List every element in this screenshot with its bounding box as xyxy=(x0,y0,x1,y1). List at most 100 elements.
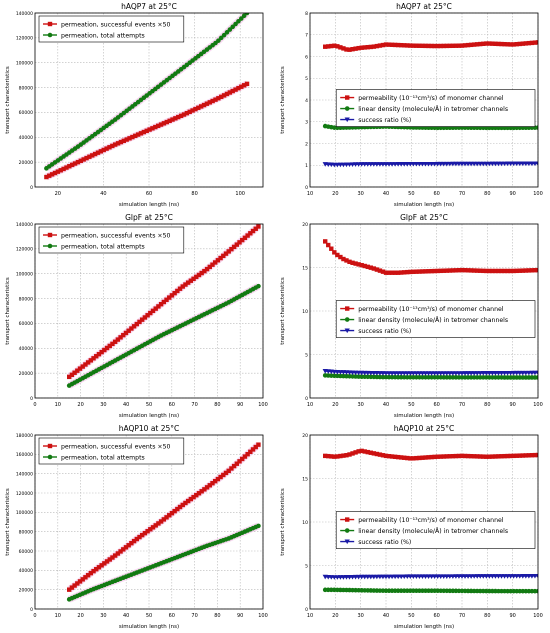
data-point xyxy=(61,166,66,172)
data-point xyxy=(107,557,112,562)
x-tick-label: 80 xyxy=(484,191,490,197)
data-point xyxy=(49,172,55,177)
legend-box xyxy=(335,89,536,127)
data-point xyxy=(167,118,172,124)
data-point xyxy=(365,264,370,270)
data-point xyxy=(123,545,129,550)
y-axis-label: transport characteristics xyxy=(280,66,286,134)
data-point xyxy=(237,459,242,464)
data-point xyxy=(426,269,431,274)
data-point xyxy=(127,136,132,141)
data-point xyxy=(164,515,169,520)
y-tick-label: 20 xyxy=(302,433,308,439)
data-point xyxy=(335,252,340,258)
data-point xyxy=(72,370,77,375)
data-point xyxy=(529,268,535,273)
x-tick-label: 90 xyxy=(509,613,515,619)
data-point xyxy=(69,585,75,590)
data-point xyxy=(508,453,513,459)
data-point xyxy=(532,452,538,458)
data-point xyxy=(242,235,248,241)
data-point xyxy=(250,228,256,234)
legend-marker xyxy=(345,517,350,522)
data-point xyxy=(223,251,229,256)
legend-label: permeation, total attempts xyxy=(61,243,145,250)
data-point xyxy=(380,269,386,274)
data-point xyxy=(121,332,126,338)
data-point xyxy=(432,268,437,274)
data-point xyxy=(481,41,486,46)
data-point xyxy=(204,266,210,272)
data-point xyxy=(392,454,398,460)
x-tick-label: 40 xyxy=(123,613,129,619)
legend-marker xyxy=(344,106,350,111)
x-tick-label: 70 xyxy=(459,191,465,197)
x-tick-label: 90 xyxy=(237,402,243,408)
data-point xyxy=(92,151,98,157)
data-point xyxy=(112,339,118,344)
y-axis-label: transport characteristics xyxy=(5,277,11,345)
x-tick-label: 40 xyxy=(100,191,106,197)
data-point xyxy=(435,268,440,274)
data-point xyxy=(156,521,161,526)
data-point xyxy=(183,282,188,287)
data-point xyxy=(371,44,377,49)
data-point xyxy=(88,358,94,363)
data-point xyxy=(216,38,221,43)
x-tick-label: 60 xyxy=(169,613,175,619)
data-point xyxy=(475,42,480,47)
data-point xyxy=(231,463,237,469)
data-point xyxy=(323,44,328,49)
data-point xyxy=(245,233,250,238)
data-point xyxy=(153,124,158,130)
chart-panel-3: GlpF at 25°C 0 10 20 30 40 50 60 70 80 90 100 0 20000… xyxy=(5,213,268,419)
data-point xyxy=(420,455,425,460)
data-point xyxy=(227,90,233,95)
data-point xyxy=(164,119,169,125)
x-tick-label: 10 xyxy=(307,613,313,619)
data-point xyxy=(535,40,538,45)
data-point xyxy=(83,362,88,367)
data-point xyxy=(356,262,361,267)
data-point xyxy=(110,143,115,149)
x-tick-label: 100 xyxy=(533,613,543,619)
data-point xyxy=(121,547,126,552)
data-point xyxy=(94,354,99,359)
y-tick-label: 3 xyxy=(305,120,308,126)
data-point xyxy=(490,268,495,274)
chart-title: hAQP7 at 25°C xyxy=(121,2,177,11)
data-point xyxy=(161,299,167,305)
data-point xyxy=(110,341,115,347)
y-tick-label: 100000 xyxy=(16,272,33,278)
chart-panel-5: hAQP10 at 25°C 0 10 20 30 40 50 60 70 80 90 100 0 200… xyxy=(5,424,268,630)
data-point xyxy=(535,267,538,273)
data-point xyxy=(386,42,392,47)
data-point xyxy=(218,35,224,41)
data-point xyxy=(134,321,139,327)
legend-label: permeation, total attempts xyxy=(61,32,145,39)
data-point xyxy=(230,24,236,30)
data-point xyxy=(532,268,538,273)
data-point xyxy=(69,162,75,168)
data-point xyxy=(456,43,462,48)
data-point xyxy=(75,581,80,586)
data-point xyxy=(145,313,150,318)
data-point xyxy=(194,492,199,498)
data-point xyxy=(72,583,77,588)
x-tick-label: 40 xyxy=(123,402,129,408)
x-tick-label: 50 xyxy=(408,191,414,197)
data-point xyxy=(91,568,96,574)
data-point xyxy=(112,142,118,147)
series-markers xyxy=(323,40,538,52)
data-point xyxy=(129,540,134,546)
data-point xyxy=(365,449,370,455)
y-tick-label: 0 xyxy=(305,185,308,191)
data-point xyxy=(244,81,250,87)
legend-label: success ratio (%) xyxy=(358,117,411,124)
plot-area xyxy=(44,13,250,181)
legend-label: permeation, total attempts xyxy=(61,454,145,461)
data-point xyxy=(234,461,240,466)
data-point xyxy=(535,452,538,458)
series-markers xyxy=(67,442,261,592)
data-point xyxy=(417,455,422,461)
